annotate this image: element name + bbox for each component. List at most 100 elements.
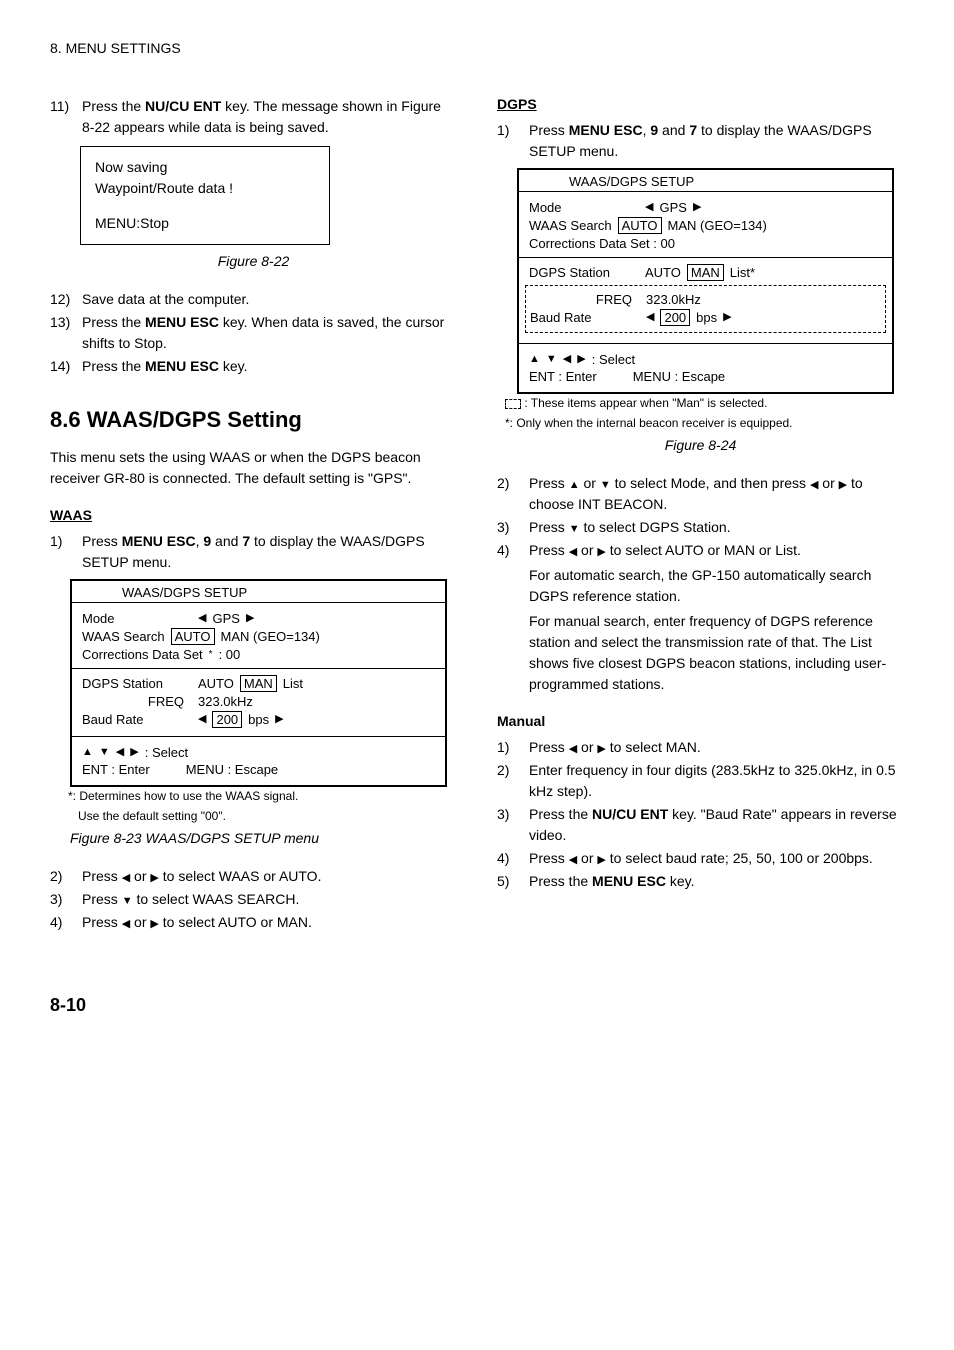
corrections-label: Corrections Data Set : 00: [529, 236, 675, 251]
text: or: [577, 850, 597, 866]
key-name: NU/CU ENT: [145, 98, 221, 114]
waas-step-2: 2) Press ◀ or ▶ to select WAAS or AUTO.: [50, 866, 457, 887]
manual-step-2: 2) Enter frequency in four digits (283.5…: [497, 760, 904, 802]
left-arrow-icon: ◀: [122, 919, 130, 930]
dgps-list: List: [283, 676, 303, 691]
step-num: 13): [50, 312, 76, 354]
chapter-header: 8. MENU SETTINGS: [50, 40, 904, 56]
step-14: 14) Press the MENU ESC key.: [50, 356, 457, 377]
waas-auto: AUTO: [618, 217, 662, 234]
step-num: 2): [497, 473, 523, 515]
step-num: 11): [50, 96, 76, 138]
dgps-station-label: DGPS Station: [82, 676, 192, 691]
baud-unit: bps: [248, 712, 269, 727]
select-label: : Select: [592, 352, 635, 367]
key-name: MENU ESC: [145, 314, 219, 330]
intro-text: This menu sets the using WAAS or when th…: [50, 447, 457, 489]
dgps-step-4: 4) Press ◀ or ▶ to select AUTO or MAN or…: [497, 540, 904, 695]
right-arrow-icon: ▶: [597, 744, 605, 755]
footnote: *: Only when the internal beacon receive…: [505, 416, 904, 432]
dgps-menu-panel: WAAS/DGPS SETUP Mode ◀ GPS ▶ WAAS Search…: [517, 168, 894, 394]
baud-value: 200: [212, 711, 242, 728]
left-arrow-icon: ◀: [569, 855, 577, 866]
text: to select baud rate; 25, 50, 100 or 200b…: [606, 850, 873, 866]
right-arrow-icon: ▶: [275, 714, 283, 725]
left-arrow-icon: ◀: [198, 613, 206, 624]
left-arrow-icon: ◀: [646, 312, 654, 323]
text: to select DGPS Station.: [580, 519, 731, 535]
mode-value: GPS: [212, 611, 239, 626]
freq-label: FREQ: [530, 292, 640, 307]
mode-value: GPS: [659, 200, 686, 215]
manual-heading: Manual: [497, 713, 904, 729]
key-name: 7: [242, 533, 250, 549]
up-arrow-icon: ▲: [529, 354, 540, 365]
key-name: 9: [650, 122, 658, 138]
text: or: [577, 542, 597, 558]
text: Press: [529, 122, 569, 138]
left-arrow-icon: ◀: [122, 873, 130, 884]
text: or: [580, 475, 600, 491]
text: to select AUTO or MAN or List.: [606, 542, 801, 558]
text: and: [658, 122, 689, 138]
dgps-step-2: 2) Press ▲ or ▼ to select Mode, and then…: [497, 473, 904, 515]
text: Press the: [82, 314, 145, 330]
left-arrow-icon: ◀: [645, 202, 653, 213]
text: Save data at the computer.: [82, 289, 457, 310]
text: Press the: [529, 806, 592, 822]
waas-heading: WAAS: [50, 507, 457, 523]
down-arrow-icon: ▼: [546, 354, 557, 365]
step-12: 12) Save data at the computer.: [50, 289, 457, 310]
freq-value: 323.0kHz: [646, 292, 701, 307]
text: or: [130, 914, 150, 930]
waas-step-1: 1) Press MENU ESC, 9 and 7 to display th…: [50, 531, 457, 573]
step-num: 4): [497, 848, 523, 869]
select-label: : Select: [145, 745, 188, 760]
page-number: 8-10: [50, 995, 904, 1016]
text: Press the: [82, 98, 145, 114]
right-arrow-icon: ▶: [150, 919, 158, 930]
menu-title: WAAS/DGPS SETUP: [519, 170, 892, 192]
manual-step-4: 4) Press ◀ or ▶ to select baud rate; 25,…: [497, 848, 904, 869]
text: Enter frequency in four digits (283.5kHz…: [529, 760, 904, 802]
figure-caption: Figure 8-23 WAAS/DGPS SETUP menu: [70, 830, 457, 846]
key-name: MENU ESC: [145, 358, 219, 374]
waas-search-label: WAAS Search: [82, 629, 165, 644]
text: to select Mode, and then press: [611, 475, 810, 491]
baud-unit: bps: [696, 310, 717, 325]
waas-man: MAN (GEO=134): [668, 218, 767, 233]
text: to select WAAS SEARCH.: [133, 891, 300, 907]
ent-label: ENT : Enter: [82, 762, 150, 777]
key-name: 7: [689, 122, 697, 138]
dgps-heading: DGPS: [497, 96, 904, 112]
key-name: MENU ESC: [122, 533, 196, 549]
box-line: MENU:Stop: [95, 213, 315, 234]
key-name: MENU ESC: [592, 873, 666, 889]
step-num: 3): [497, 517, 523, 538]
step-num: 4): [497, 540, 523, 695]
step-num: 1): [50, 531, 76, 573]
text: For manual search, enter frequency of DG…: [529, 611, 904, 695]
text: to select MAN.: [606, 739, 701, 755]
text: or: [130, 868, 150, 884]
waas-man: MAN (GEO=134): [221, 629, 320, 644]
waas-menu-panel: WAAS/DGPS SETUP Mode ◀ GPS ▶ WAAS Search…: [70, 579, 447, 787]
dgps-auto: AUTO: [645, 265, 681, 280]
right-arrow-icon: ▶: [577, 354, 585, 365]
right-arrow-icon: ▶: [597, 547, 605, 558]
footnote: Use the default setting "00".: [78, 809, 457, 825]
left-arrow-icon: ◀: [569, 744, 577, 755]
text: and: [211, 533, 242, 549]
text: : These items appear when "Man" is selec…: [521, 396, 767, 410]
step-num: 12): [50, 289, 76, 310]
text: or: [577, 739, 597, 755]
right-arrow-icon: ▶: [839, 480, 847, 491]
step-num: 14): [50, 356, 76, 377]
escape-label: MENU : Escape: [633, 369, 725, 384]
key-name: 9: [203, 533, 211, 549]
text: For automatic search, the GP-150 automat…: [529, 565, 904, 607]
box-line: Waypoint/Route data !: [95, 178, 315, 199]
down-arrow-icon: ▼: [99, 747, 110, 758]
key-name: NU/CU ENT: [592, 806, 668, 822]
figure-caption: Figure 8-24: [497, 437, 904, 453]
